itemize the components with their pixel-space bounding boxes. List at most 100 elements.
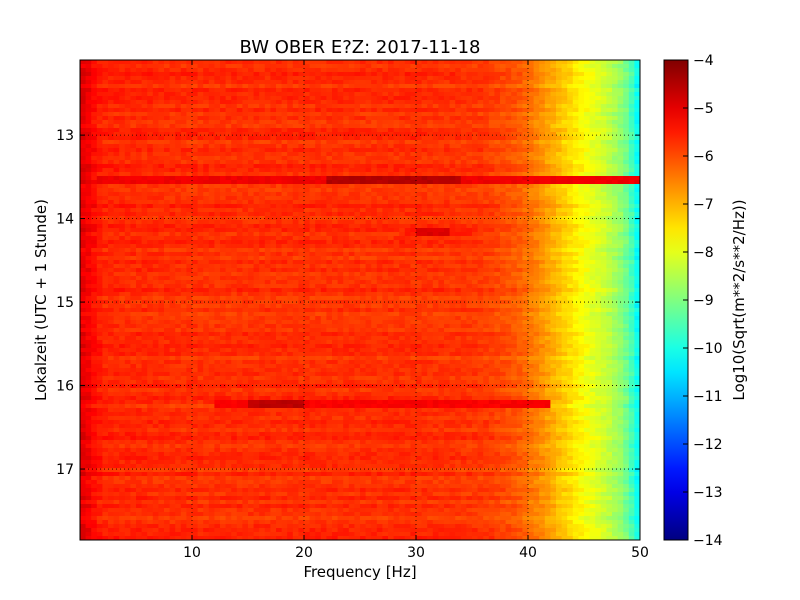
heatmap-cell (612, 232, 619, 237)
heatmap-cell (544, 96, 551, 101)
heatmap-cell (298, 116, 305, 121)
heatmap-cell (309, 204, 316, 209)
heatmap-cell (634, 156, 640, 161)
heatmap-cell (242, 196, 249, 201)
heatmap-cell (505, 212, 512, 217)
heatmap-cell (522, 128, 529, 133)
heatmap-cell (102, 208, 109, 213)
heatmap-cell (220, 96, 227, 101)
heatmap-cell (634, 144, 640, 149)
heatmap-cell (270, 256, 277, 261)
heatmap-cell (242, 180, 249, 185)
heatmap-cell (533, 200, 540, 205)
heatmap-cell (298, 248, 305, 253)
heatmap-cell (124, 156, 131, 161)
heatmap-cell (404, 244, 411, 249)
heatmap-cell (516, 96, 523, 101)
heatmap-cell (494, 248, 501, 253)
heatmap-cell (444, 180, 451, 185)
heatmap-cell (528, 108, 535, 113)
heatmap-cell (85, 248, 92, 253)
heatmap-cell (264, 200, 271, 205)
heatmap-cell (550, 216, 557, 221)
heatmap-cell (516, 248, 523, 253)
heatmap-cell (119, 204, 126, 209)
heatmap-cell (337, 176, 344, 181)
heatmap-cell (264, 136, 271, 141)
heatmap-cell (460, 152, 467, 157)
heatmap-cell (376, 252, 383, 257)
heatmap-cell (388, 164, 395, 169)
heatmap-cell (96, 176, 103, 181)
heatmap-cell (449, 104, 456, 109)
heatmap-cell (505, 140, 512, 145)
heatmap-cell (449, 168, 456, 173)
heatmap-cell (225, 104, 232, 109)
heatmap-cell (164, 120, 171, 125)
heatmap-cell (494, 88, 501, 93)
heatmap-cell (164, 216, 171, 221)
heatmap-cell (634, 136, 640, 141)
heatmap-cell (298, 88, 305, 93)
heatmap-cell (416, 116, 423, 121)
heatmap-cell (634, 64, 640, 69)
heatmap-cell (628, 76, 635, 81)
heatmap-cell (220, 256, 227, 261)
heatmap-cell (460, 220, 467, 225)
heatmap-cell (432, 132, 439, 137)
heatmap-cell (80, 188, 87, 193)
heatmap-cell (382, 152, 389, 157)
heatmap-cell (332, 136, 339, 141)
heatmap-cell (393, 100, 400, 105)
heatmap-cell (634, 240, 640, 245)
heatmap-cell (533, 256, 540, 261)
heatmap-cell (584, 108, 591, 113)
heatmap-cell (119, 96, 126, 101)
heatmap-cell (102, 160, 109, 165)
heatmap-cell (589, 236, 596, 241)
heatmap-cell (572, 200, 579, 205)
heatmap-cell (208, 200, 215, 205)
heatmap-cell (152, 104, 159, 109)
heatmap-cell (192, 80, 199, 85)
heatmap-cell (203, 100, 210, 105)
heatmap-cell (169, 112, 176, 117)
heatmap-cell (494, 64, 501, 69)
heatmap-cell (600, 140, 607, 145)
heatmap-cell (455, 140, 462, 145)
heatmap-cell (281, 220, 288, 225)
heatmap-cell (505, 244, 512, 249)
heatmap-cell (276, 156, 283, 161)
heatmap-cell (108, 256, 115, 261)
heatmap-cell (427, 176, 434, 181)
heatmap-cell (522, 124, 529, 129)
heatmap-cell (220, 156, 227, 161)
heatmap-cell (320, 160, 327, 165)
heatmap-cell (477, 172, 484, 177)
heatmap-cell (404, 220, 411, 225)
heatmap-cell (606, 72, 613, 77)
heatmap-cell (427, 196, 434, 201)
heatmap-cell (136, 180, 143, 185)
heatmap-cell (326, 144, 333, 149)
heatmap-cell (488, 188, 495, 193)
heatmap-cell (343, 88, 350, 93)
heatmap-cell (584, 84, 591, 89)
heatmap-cell (617, 240, 624, 245)
heatmap-cell (304, 116, 311, 121)
heatmap-cell (584, 184, 591, 189)
heatmap-cell (236, 232, 243, 237)
heatmap-cell (343, 204, 350, 209)
heatmap-cell (628, 80, 635, 85)
heatmap-cell (393, 120, 400, 125)
heatmap-cell (276, 168, 283, 173)
heatmap-cell (343, 164, 350, 169)
heatmap-cell (136, 76, 143, 81)
heatmap-cell (225, 232, 232, 237)
heatmap-cell (348, 156, 355, 161)
heatmap-cell (388, 176, 395, 181)
heatmap-cell (427, 112, 434, 117)
heatmap-cell (298, 244, 305, 249)
heatmap-cell (544, 64, 551, 69)
heatmap-cell (180, 256, 187, 261)
